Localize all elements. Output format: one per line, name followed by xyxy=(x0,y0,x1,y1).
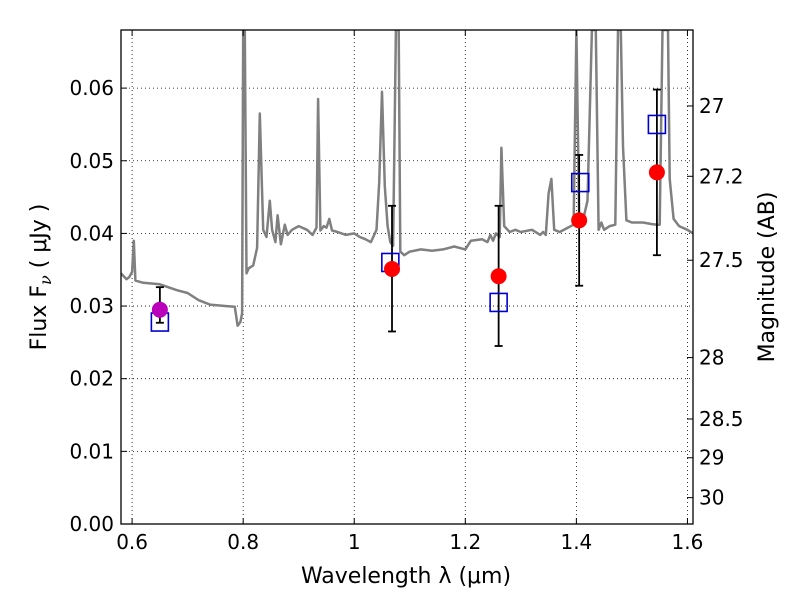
observed-point xyxy=(571,212,588,229)
model-spectrum-layer xyxy=(121,30,693,327)
y-axis-label-subscript: ν xyxy=(36,275,55,285)
data-marks xyxy=(150,88,667,347)
observed-point xyxy=(648,164,665,181)
model-photometry-square xyxy=(647,114,667,135)
model-photometry-square xyxy=(570,172,590,193)
x-tick-label: 1.6 xyxy=(672,530,704,554)
y-tick-label: 0.02 xyxy=(69,367,114,391)
x-axis-label: Wavelength λ (μm) xyxy=(301,564,511,589)
y2-tick-label: 28 xyxy=(699,346,724,370)
y2-axis-label: Magnitude (AB) xyxy=(755,192,780,363)
model-photometry-square xyxy=(489,292,508,313)
y2-tick-label: 27.2 xyxy=(699,164,744,188)
observed-point xyxy=(490,268,507,285)
y-tick-label: 0.03 xyxy=(69,294,114,318)
y-axis-label-main: Flux F xyxy=(27,285,52,350)
x-tick-label: 1.2 xyxy=(449,530,481,554)
plot-frame xyxy=(120,29,694,525)
y2-tick-label: 27 xyxy=(699,94,724,118)
y-tick-label: 0.01 xyxy=(69,439,114,463)
y-axis-label-units: ( μJy ) xyxy=(27,204,52,276)
axis-ticks: 0.6 0.8 1 1.2 1.4 1.6 0.00 0.01 0.02 0.03 0.04 0.05… xyxy=(69,30,744,554)
x-tick-label: 1.4 xyxy=(560,530,592,554)
y-tick-label: 0.04 xyxy=(69,221,114,245)
observed-magenta-point xyxy=(151,301,168,318)
y-axis-label: Flux Fν ( μJy ) xyxy=(27,204,55,351)
y2-tick-label: 29 xyxy=(699,446,724,470)
x-tick-label: 0.8 xyxy=(227,530,259,554)
x-tick-label: 0.6 xyxy=(116,530,148,554)
y2-tick-label: 27.5 xyxy=(699,248,744,272)
model-spectrum-line xyxy=(121,30,693,327)
y-tick-label: 0.05 xyxy=(69,149,114,173)
x-tick-label: 1 xyxy=(348,530,361,554)
y2-tick-label: 30 xyxy=(699,486,724,510)
observed-point xyxy=(384,261,401,278)
y2-tick-label: 28.5 xyxy=(699,407,744,431)
y-tick-label: 0.06 xyxy=(69,76,114,100)
y-tick-label: 0.00 xyxy=(69,512,114,536)
